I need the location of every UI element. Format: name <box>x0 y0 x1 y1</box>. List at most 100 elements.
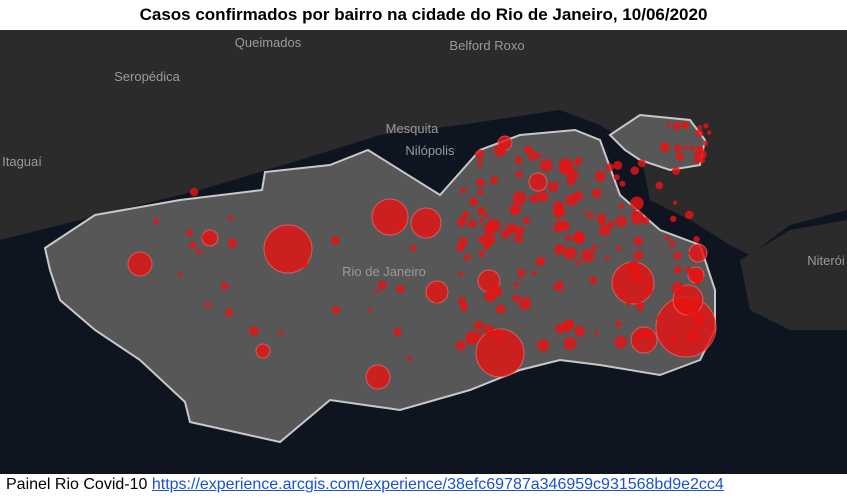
case-bubble <box>616 245 622 251</box>
case-bubble <box>407 356 413 361</box>
case-bubble <box>220 282 229 290</box>
case-bubble <box>594 170 607 182</box>
case-bubble <box>225 308 234 317</box>
case-bubble <box>539 159 553 172</box>
case-bubble <box>594 330 599 335</box>
case-bubble <box>493 328 504 340</box>
case-bubble <box>278 330 284 336</box>
case-bubble <box>693 235 700 243</box>
case-bubble <box>248 325 259 336</box>
case-bubble <box>626 260 641 275</box>
case-bubble <box>618 203 625 210</box>
case-bubble <box>475 328 525 378</box>
case-bubble <box>513 281 520 288</box>
case-bubble <box>669 215 677 223</box>
place-label: Itaguaí <box>2 154 42 169</box>
case-bubble <box>631 211 637 217</box>
case-bubble <box>522 216 530 225</box>
case-bubble <box>591 244 598 251</box>
case-bubble <box>693 159 698 164</box>
case-bubble <box>630 166 640 175</box>
case-bubble <box>554 244 566 256</box>
case-bubble <box>634 273 645 283</box>
case-bubble <box>461 210 470 219</box>
case-bubble <box>685 210 694 220</box>
case-bubble <box>515 170 523 179</box>
case-bubble <box>515 225 525 235</box>
case-bubble <box>659 142 670 153</box>
case-bubble <box>673 265 682 274</box>
case-bubble <box>189 187 199 197</box>
map: Queimados Belford Roxo Seropédica Mesquita N… <box>0 30 847 474</box>
case-bubble <box>466 339 473 345</box>
case-bubble <box>484 289 497 302</box>
case-bubble <box>189 241 197 249</box>
case-bubble <box>574 233 585 244</box>
case-bubble <box>636 330 646 340</box>
case-bubble <box>331 305 341 315</box>
case-bubble <box>686 329 699 342</box>
case-bubble <box>459 303 469 312</box>
case-bubble <box>477 190 482 195</box>
footer: Painel Rio Covid-10 https://experience.a… <box>6 476 724 494</box>
case-bubble <box>367 307 372 312</box>
case-bubble <box>621 289 626 294</box>
case-bubble <box>633 236 643 247</box>
case-bubble <box>537 339 550 352</box>
place-label: Nilópolis <box>405 143 455 158</box>
case-bubble <box>478 250 485 258</box>
case-bubble <box>707 130 712 135</box>
place-label: Niterói <box>807 253 845 268</box>
case-bubble <box>477 206 486 216</box>
case-bubble <box>529 193 539 204</box>
case-bubble <box>511 225 516 231</box>
case-bubble <box>633 250 643 261</box>
case-bubble <box>227 215 233 221</box>
case-bubble <box>474 149 485 159</box>
case-bubble <box>671 281 684 295</box>
case-bubble <box>535 256 546 267</box>
case-bubble <box>681 122 687 128</box>
case-bubble <box>475 178 485 188</box>
case-bubble <box>574 325 586 337</box>
case-bubble <box>518 297 532 310</box>
case-bubble <box>458 271 464 277</box>
title: Casos confirmados por bairro na cidade d… <box>139 5 708 24</box>
case-bubble <box>490 175 499 184</box>
case-bubble <box>702 140 709 146</box>
case-bubble <box>537 153 542 158</box>
case-bubble <box>552 206 566 219</box>
case-bubble <box>668 335 677 344</box>
case-bubble <box>613 160 623 170</box>
case-bubble <box>672 166 681 175</box>
case-bubble <box>682 144 688 150</box>
case-bubble <box>460 187 467 194</box>
case-bubble <box>396 284 405 294</box>
case-bubble <box>607 220 615 228</box>
case-bubble <box>685 303 699 317</box>
case-bubble <box>255 343 271 359</box>
case-bubble <box>227 238 238 248</box>
case-bubble <box>575 259 581 265</box>
case-bubble <box>458 236 468 247</box>
case-bubble <box>604 224 609 230</box>
case-bubble <box>510 206 519 215</box>
case-bubble <box>482 241 491 250</box>
case-bubbles <box>127 121 717 390</box>
case-bubble <box>655 181 663 190</box>
case-bubble <box>476 160 483 167</box>
case-bubble <box>517 268 526 278</box>
case-bubble <box>591 188 602 199</box>
case-bubble <box>584 210 589 216</box>
case-bubble <box>694 278 701 285</box>
footer-link[interactable]: https://experience.arcgis.com/experience… <box>151 476 724 493</box>
case-bubble <box>495 304 506 315</box>
footer-text: Painel Rio Covid-10 <box>6 476 148 493</box>
case-bubble <box>553 280 565 292</box>
case-bubble <box>630 196 644 211</box>
case-bubble <box>473 320 484 331</box>
case-bubble <box>615 320 622 328</box>
case-bubble <box>483 324 495 336</box>
mainland <box>0 30 847 255</box>
case-bubble <box>628 274 636 282</box>
